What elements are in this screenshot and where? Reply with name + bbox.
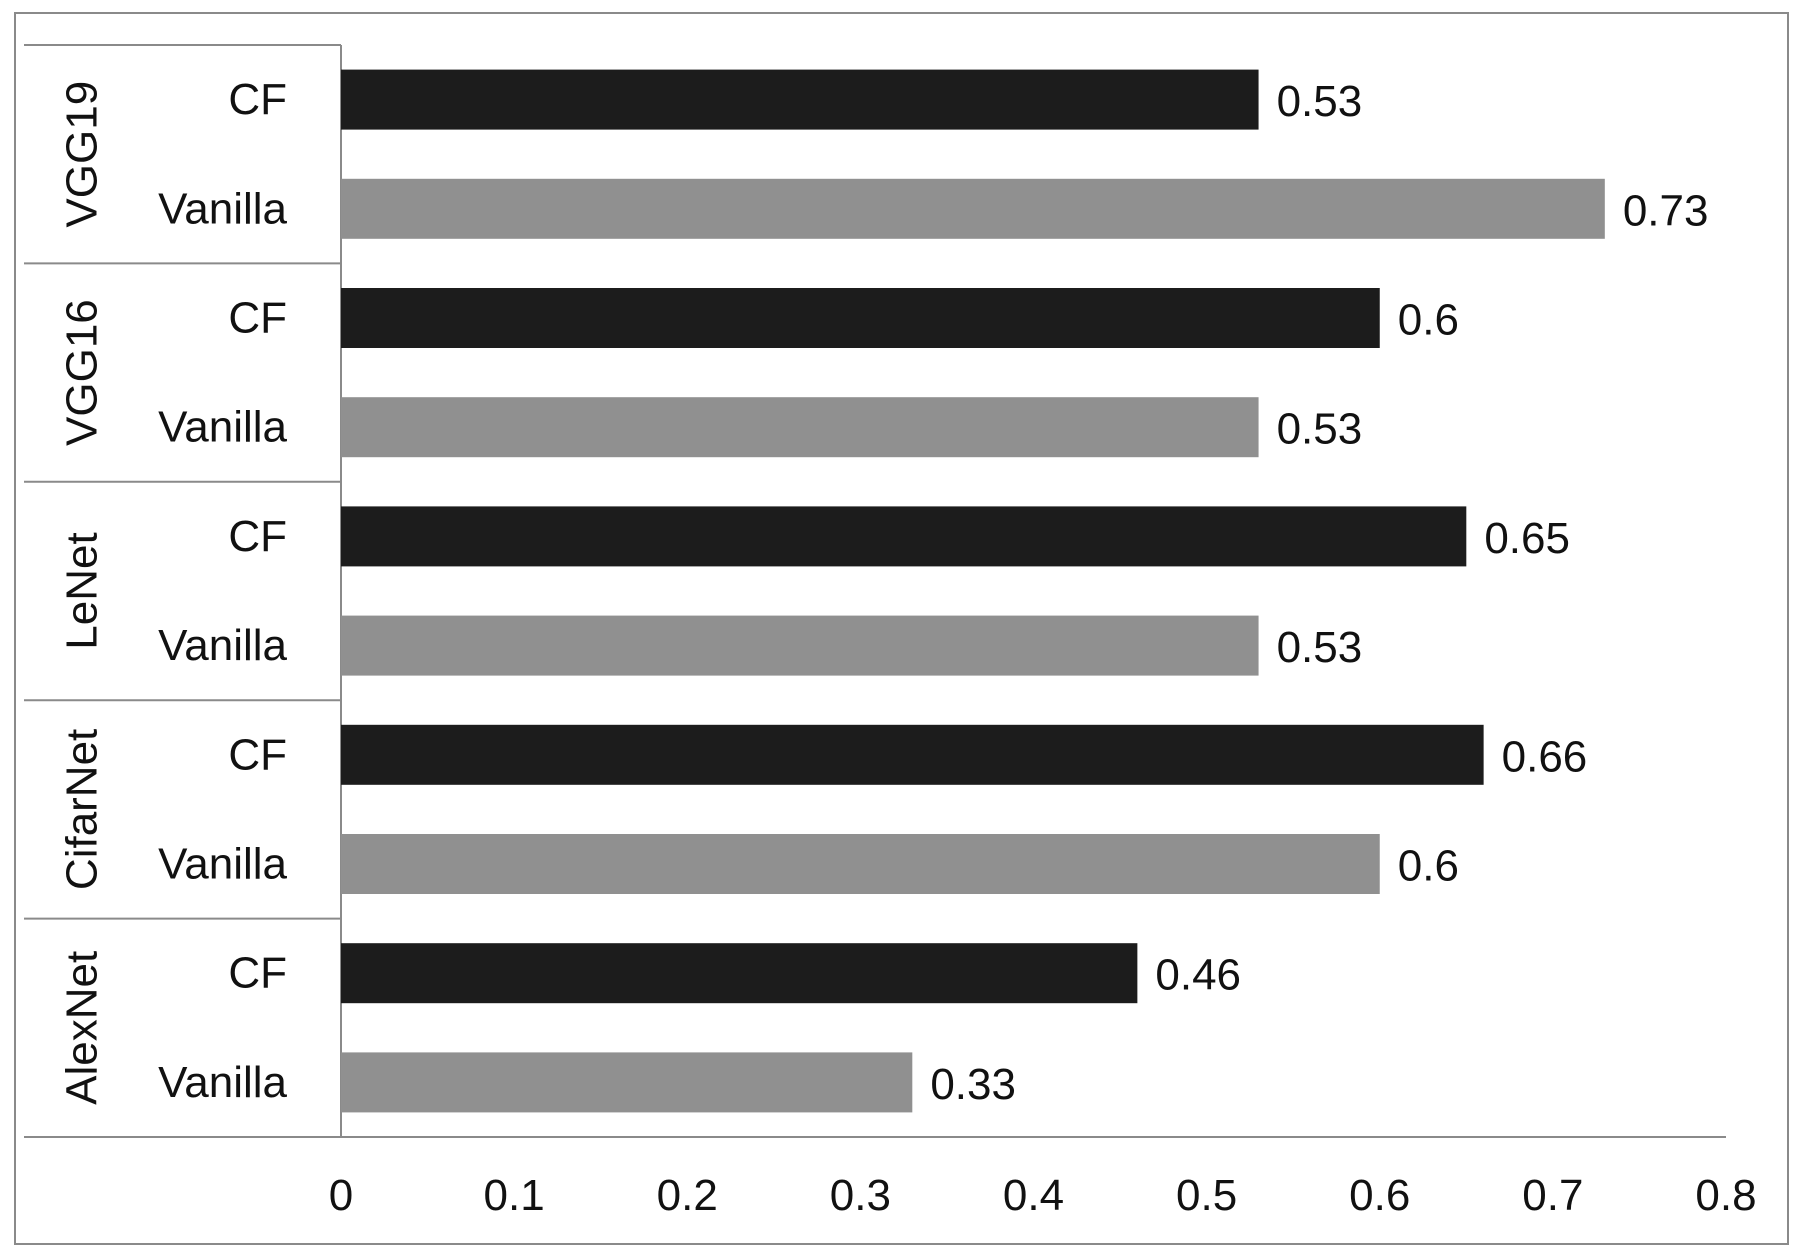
category-label: Vanilla <box>158 403 287 452</box>
data-label: 0.53 <box>1277 77 1363 126</box>
category-label: CF <box>228 949 287 998</box>
data-label: 0.73 <box>1623 186 1709 235</box>
data-label: 0.6 <box>1398 296 1459 345</box>
group-label: VGG19 <box>58 81 107 228</box>
x-tick-label: 0 <box>329 1171 353 1220</box>
category-label: CF <box>228 512 287 561</box>
x-tick-label: 0.2 <box>657 1171 718 1220</box>
x-tick-label: 0.6 <box>1349 1171 1410 1220</box>
bar-lenet-cf <box>341 506 1467 567</box>
data-label: 0.65 <box>1484 514 1570 563</box>
bar-cifarnet-vanilla <box>341 834 1380 894</box>
bar-vgg19-cf <box>341 69 1259 130</box>
x-tick-label: 0.8 <box>1695 1171 1756 1220</box>
bar-alexnet-vanilla <box>341 1052 913 1113</box>
category-label: CF <box>228 75 287 124</box>
group-label: LeNet <box>58 532 107 649</box>
x-tick-label: 0.7 <box>1522 1171 1583 1220</box>
bar-cifarnet-cf <box>341 724 1484 785</box>
x-tick-label: 0.3 <box>830 1171 891 1220</box>
x-tick-label: 0.5 <box>1176 1171 1237 1220</box>
category-label: Vanilla <box>158 621 287 670</box>
category-label: Vanilla <box>158 840 287 889</box>
bar-vgg16-cf <box>341 288 1380 348</box>
category-label: CF <box>228 294 287 343</box>
data-label: 0.33 <box>930 1060 1016 1109</box>
data-label: 0.53 <box>1277 405 1363 454</box>
bar-vgg16-vanilla <box>341 397 1259 458</box>
x-tick-label: 0.4 <box>1003 1171 1064 1220</box>
bar-alexnet-cf <box>341 943 1138 1004</box>
bar-vgg19-vanilla <box>341 178 1605 239</box>
data-label: 0.6 <box>1398 842 1459 891</box>
data-label: 0.53 <box>1277 623 1363 672</box>
category-label: Vanilla <box>158 184 287 233</box>
group-label: VGG16 <box>58 299 107 446</box>
data-label: 0.66 <box>1502 732 1588 781</box>
bar-lenet-vanilla <box>341 615 1259 676</box>
category-label: Vanilla <box>158 1058 287 1107</box>
x-tick-label: 0.1 <box>484 1171 545 1220</box>
group-label: CifarNet <box>58 729 107 890</box>
data-label: 0.46 <box>1155 951 1241 1000</box>
group-label: AlexNet <box>58 951 107 1105</box>
category-label: CF <box>228 730 287 779</box>
